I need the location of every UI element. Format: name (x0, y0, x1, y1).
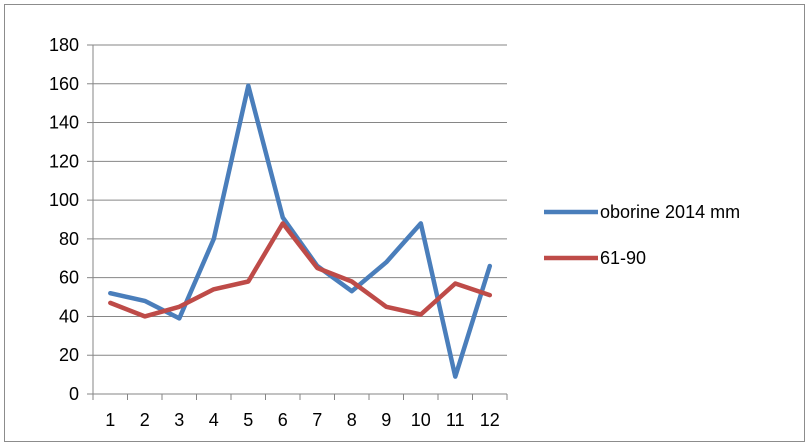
x-tick-label: 12 (480, 410, 500, 430)
y-tick-label: 20 (59, 345, 79, 365)
x-tick-label: 7 (312, 410, 322, 430)
y-tick-label: 180 (49, 35, 79, 55)
axes (87, 44, 508, 400)
y-tick-label: 140 (49, 113, 79, 133)
y-tick-label: 40 (59, 306, 79, 326)
y-tick-label: 160 (49, 74, 79, 94)
y-tick-label: 100 (49, 190, 79, 210)
y-axis-tick-labels: 0 20 40 60 80 100 120 140 160 180 (49, 35, 79, 404)
x-tick-label: 2 (140, 410, 150, 430)
x-tick-label: 9 (381, 410, 391, 430)
x-axis-tick-labels: 1 2 3 4 5 6 7 8 9 10 11 12 (105, 410, 500, 430)
legend: oborine 2014 mm 61-90 (544, 202, 740, 268)
series-line-1 (108, 221, 493, 319)
chart-area (4, 4, 805, 442)
series-lines (108, 83, 493, 379)
y-tick-label: 0 (69, 384, 79, 404)
x-tick-label: 4 (209, 410, 219, 430)
y-tick-label: 80 (59, 229, 79, 249)
legend-label-1: 61-90 (600, 248, 646, 268)
x-tick-label: 1 (105, 410, 115, 430)
x-tick-label: 3 (174, 410, 184, 430)
series-line-0 (108, 83, 493, 379)
x-tick-label: 8 (347, 410, 357, 430)
x-tick-label: 6 (278, 410, 288, 430)
x-tick-label: 10 (411, 410, 431, 430)
y-tick-label: 60 (59, 268, 79, 288)
x-tick-label: 5 (243, 410, 253, 430)
x-tick-label: 11 (446, 410, 465, 430)
legend-label-0: oborine 2014 mm (600, 202, 740, 222)
gridlines (93, 44, 507, 356)
y-tick-label: 120 (49, 151, 79, 171)
